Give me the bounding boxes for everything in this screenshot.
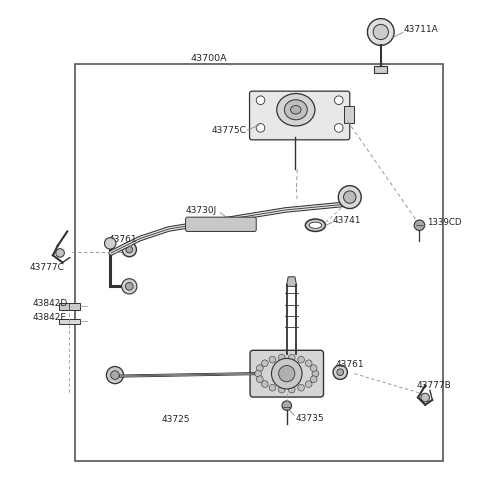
Circle shape — [262, 381, 268, 388]
Text: 43735: 43735 — [295, 414, 324, 423]
Circle shape — [305, 381, 312, 388]
Text: 43730J: 43730J — [186, 206, 217, 215]
Text: 43775C: 43775C — [211, 126, 246, 135]
Text: 43741: 43741 — [333, 215, 361, 225]
Text: 1339CD: 1339CD — [427, 218, 461, 227]
Circle shape — [269, 384, 276, 391]
Circle shape — [337, 369, 344, 375]
Circle shape — [335, 123, 343, 132]
Circle shape — [278, 354, 285, 361]
Circle shape — [282, 401, 291, 410]
Bar — [75, 65, 443, 460]
Circle shape — [421, 393, 430, 402]
Text: 43700A: 43700A — [191, 54, 228, 63]
Bar — [344, 106, 354, 123]
Text: 43761: 43761 — [336, 360, 364, 369]
FancyBboxPatch shape — [186, 217, 256, 231]
Circle shape — [367, 19, 394, 45]
Circle shape — [335, 96, 343, 105]
Circle shape — [256, 365, 263, 372]
Text: 43777C: 43777C — [30, 263, 65, 272]
Circle shape — [126, 246, 132, 253]
Text: 43842E: 43842E — [33, 313, 66, 322]
Circle shape — [56, 249, 64, 257]
Text: 43777B: 43777B — [417, 381, 451, 389]
Circle shape — [288, 354, 295, 361]
Bar — [59, 303, 80, 310]
Ellipse shape — [305, 219, 325, 231]
Circle shape — [125, 282, 133, 290]
Circle shape — [121, 279, 137, 294]
Circle shape — [105, 238, 116, 249]
Circle shape — [288, 386, 295, 393]
Bar — [374, 67, 387, 73]
Circle shape — [256, 376, 263, 383]
Circle shape — [272, 359, 302, 389]
Circle shape — [256, 96, 265, 105]
Circle shape — [373, 25, 388, 40]
Circle shape — [312, 370, 319, 377]
Ellipse shape — [284, 100, 307, 120]
Circle shape — [279, 365, 295, 382]
Circle shape — [311, 376, 317, 383]
Ellipse shape — [290, 106, 301, 114]
Circle shape — [298, 384, 304, 391]
Circle shape — [262, 360, 268, 367]
Circle shape — [344, 191, 356, 203]
Circle shape — [255, 370, 262, 377]
Circle shape — [311, 365, 317, 372]
Polygon shape — [286, 277, 297, 286]
FancyBboxPatch shape — [250, 91, 350, 140]
Circle shape — [333, 365, 348, 379]
Text: 43761: 43761 — [109, 235, 137, 244]
Ellipse shape — [309, 222, 322, 228]
FancyBboxPatch shape — [250, 350, 324, 397]
Circle shape — [305, 360, 312, 367]
Bar — [59, 319, 80, 323]
Circle shape — [111, 371, 119, 379]
Circle shape — [269, 356, 276, 363]
Text: 43842D: 43842D — [33, 299, 68, 308]
Circle shape — [122, 242, 136, 257]
Circle shape — [298, 356, 304, 363]
Circle shape — [278, 386, 285, 393]
Circle shape — [107, 366, 123, 384]
Circle shape — [256, 123, 265, 132]
Text: 43725: 43725 — [161, 415, 190, 425]
Ellipse shape — [277, 94, 315, 126]
Circle shape — [414, 220, 425, 230]
Circle shape — [338, 186, 361, 209]
Text: 43711A: 43711A — [404, 25, 438, 34]
